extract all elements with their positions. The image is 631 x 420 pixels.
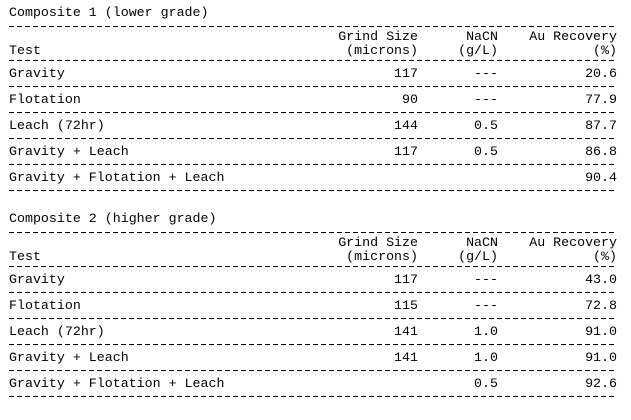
divider: [9, 370, 617, 371]
composite-2-table: Composite 2 (higher grade) Test Grind Size…: [9, 206, 617, 397]
header-au-line2: (%): [593, 249, 617, 264]
cell-nacn: 0.5: [474, 144, 498, 159]
cell-test: Gravity + Leach: [9, 350, 129, 365]
section-title: Composite 1 (lower grade): [9, 5, 209, 20]
cell-au-recovery: 86.8: [585, 144, 617, 159]
table-row: Flotation 115 --- 72.8: [9, 293, 617, 318]
divider: [9, 164, 617, 165]
cell-grind-size: 144: [394, 118, 418, 133]
cell-grind-size: 141: [394, 350, 418, 365]
cell-test: Flotation: [9, 298, 81, 313]
table-row: Gravity + Flotation + Leach 0.5 92.6: [9, 371, 617, 396]
header-grind-line1: Grind Size: [338, 235, 418, 250]
header-nacn-line1: NaCN: [466, 29, 498, 44]
cell-test: Gravity: [9, 272, 65, 287]
cell-grind-size: 141: [394, 324, 418, 339]
cell-nacn: 0.5: [474, 376, 498, 391]
header-au: Au Recovery (%): [498, 27, 617, 58]
cell-test: Leach (72hr): [9, 324, 105, 339]
cell-test: Flotation: [9, 92, 81, 107]
divider: [9, 138, 617, 139]
header-grind: Grind Size (microns): [259, 233, 418, 264]
cell-grind-size: 117: [394, 144, 418, 159]
header-row: Test Grind Size (microns) NaCN (g/L) Au Recov…: [9, 233, 617, 266]
cell-nacn: 1.0: [474, 350, 498, 365]
cell-grind-size: 90: [402, 92, 418, 107]
cell-test: Gravity + Flotation + Leach: [9, 376, 225, 391]
cell-nacn: 1.0: [474, 324, 498, 339]
cell-au-recovery: 72.8: [585, 298, 617, 313]
table-row: Leach (72hr) 141 1.0 91.0: [9, 319, 617, 344]
header-row: Test Grind Size (microns) NaCN (g/L) Au Recov…: [9, 27, 617, 60]
table-row: Gravity + Flotation + Leach 90.4: [9, 165, 617, 190]
divider: [9, 292, 617, 293]
section-title: Composite 2 (higher grade): [9, 211, 217, 226]
header-grind: Grind Size (microns): [259, 27, 418, 58]
table-row: Gravity 117 --- 43.0: [9, 267, 617, 292]
header-nacn-line2: (g/L): [458, 249, 498, 264]
divider: [9, 190, 617, 191]
divider: [9, 232, 617, 233]
header-au-line1: Au Recovery: [529, 29, 617, 44]
cell-nacn: 0.5: [474, 118, 498, 133]
cell-au-recovery: 90.4: [585, 170, 617, 185]
header-nacn-line1: NaCN: [466, 235, 498, 250]
header-au-line1: Au Recovery: [529, 235, 617, 250]
divider: [9, 318, 617, 319]
cell-au-recovery: 77.9: [585, 92, 617, 107]
composite-1-table: Composite 1 (lower grade) Test Grind Size(…: [9, 0, 617, 191]
header-grind-line2: (microns): [346, 43, 418, 58]
divider: [9, 112, 617, 113]
header-nacn-line2: (g/L): [458, 43, 498, 58]
divider: [9, 344, 617, 345]
cell-au-recovery: 20.6: [585, 66, 617, 81]
header-nacn: NaCN (g/L): [418, 233, 498, 264]
table-row: Gravity 117 --- 20.6: [9, 61, 617, 86]
header-grind-line2: (microns): [346, 249, 418, 264]
header-au: Au Recovery (%): [498, 233, 617, 264]
cell-test: Leach (72hr): [9, 118, 105, 133]
divider: [9, 26, 617, 27]
cell-nacn: ---: [474, 66, 498, 81]
header-grind-line1: Grind Size: [338, 29, 418, 44]
table-row: Leach (72hr) 144 0.5 87.7: [9, 113, 617, 138]
divider: [9, 60, 617, 61]
table-row: Flotation 90 --- 77.9: [9, 87, 617, 112]
cell-test: Gravity + Flotation + Leach: [9, 170, 225, 185]
header-au-line2: (%): [593, 43, 617, 58]
cell-au-recovery: 91.0: [585, 350, 617, 365]
divider: [9, 266, 617, 267]
cell-au-recovery: 92.6: [585, 376, 617, 391]
cell-nacn: ---: [474, 272, 498, 287]
table-row: Gravity + Leach 141 1.0 91.0: [9, 345, 617, 370]
cell-grind-size: 117: [394, 272, 418, 287]
header-test: Test: [9, 43, 41, 58]
cell-grind-size: 117: [394, 66, 418, 81]
cell-au-recovery: 43.0: [585, 272, 617, 287]
table-row: Gravity + Leach 117 0.5 86.8: [9, 139, 617, 164]
cell-test: Gravity + Leach: [9, 144, 129, 159]
divider: [9, 86, 617, 87]
cell-grind-size: 115: [394, 298, 418, 313]
divider: [9, 396, 617, 397]
cell-au-recovery: 91.0: [585, 324, 617, 339]
header-nacn: NaCN (g/L): [418, 27, 498, 58]
cell-au-recovery: 87.7: [585, 118, 617, 133]
cell-nacn: ---: [474, 298, 498, 313]
cell-test: Gravity: [9, 66, 65, 81]
header-test: Test: [9, 249, 41, 264]
cell-nacn: ---: [474, 92, 498, 107]
